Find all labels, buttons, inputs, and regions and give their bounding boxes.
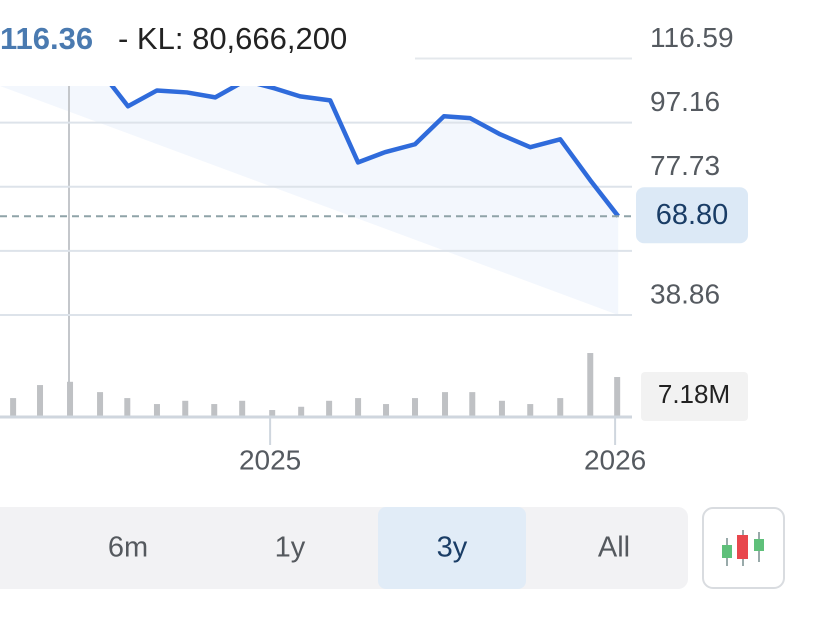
volume-bar bbox=[412, 398, 419, 416]
range-button[interactable]: 3y bbox=[437, 532, 468, 564]
volume-bar bbox=[182, 400, 189, 416]
volume-bar bbox=[239, 400, 246, 416]
last-price-label: 68.80 bbox=[656, 199, 729, 231]
volume-bar bbox=[269, 410, 276, 416]
volume-bar bbox=[211, 404, 218, 416]
range-button[interactable]: 1y bbox=[275, 532, 306, 564]
volume-bar bbox=[498, 400, 505, 416]
volume-bar bbox=[355, 398, 362, 416]
y-tick-label: 38.86 bbox=[650, 278, 720, 309]
volume-bar bbox=[67, 381, 74, 416]
price-line bbox=[109, 86, 620, 218]
area-fill bbox=[0, 86, 619, 315]
volume-bar bbox=[298, 406, 305, 416]
range-button[interactable]: 6m bbox=[108, 532, 148, 564]
header-volume: - KL: 80,666,200 bbox=[118, 21, 347, 56]
volume-bar bbox=[10, 398, 17, 416]
volume-bar bbox=[326, 400, 333, 416]
volume-bar bbox=[557, 398, 564, 416]
y-tick-label: 97.16 bbox=[650, 86, 720, 117]
volume-bar bbox=[587, 353, 594, 416]
volume-bar bbox=[614, 377, 621, 416]
chart-type-button[interactable] bbox=[702, 507, 785, 589]
range-selector bbox=[0, 507, 688, 589]
last-price-box bbox=[636, 187, 748, 244]
volume-bar bbox=[383, 404, 390, 416]
volume-bar bbox=[153, 404, 160, 416]
range-button[interactable]: All bbox=[598, 532, 630, 564]
y-tick-label: 77.73 bbox=[650, 150, 720, 181]
range-button-selected[interactable] bbox=[378, 507, 526, 589]
x-tick-label: 2025 bbox=[239, 444, 301, 475]
volume-bar bbox=[124, 398, 131, 416]
volume-label-box bbox=[641, 372, 748, 421]
volume-bar bbox=[37, 385, 44, 416]
volume-bar bbox=[442, 392, 449, 416]
header-price: 116.36 bbox=[0, 21, 93, 56]
volume-bar bbox=[469, 392, 476, 416]
x-tick-label: 2026 bbox=[584, 444, 646, 475]
volume-bar bbox=[527, 404, 534, 416]
y-tick-label: 116.59 bbox=[650, 22, 734, 53]
volume-bar bbox=[97, 392, 104, 416]
volume-label: 7.18M bbox=[658, 379, 730, 409]
